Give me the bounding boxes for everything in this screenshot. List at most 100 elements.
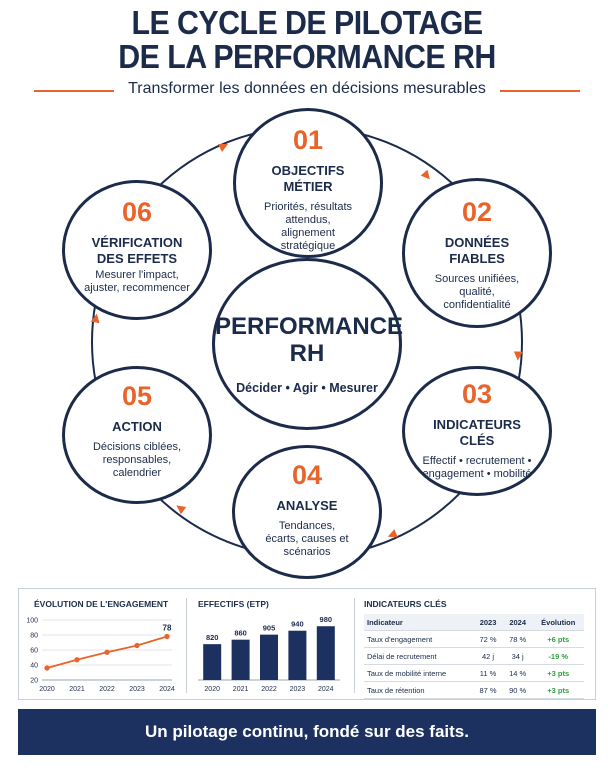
kpi-cell: Taux de rétention bbox=[364, 681, 474, 699]
divider-right bbox=[500, 90, 580, 92]
title-line-2: DE LA PERFORMANCE RH bbox=[118, 38, 496, 75]
bar bbox=[203, 644, 222, 680]
headcount-chart-title: EFFECTIFS (ETP) bbox=[198, 599, 269, 609]
data-point bbox=[74, 657, 80, 663]
data-point bbox=[134, 642, 140, 649]
center-title-line-1: PERFORMANCE bbox=[215, 313, 404, 340]
x-tick-label: 2024 bbox=[318, 686, 334, 693]
center-title: PERFORMANCE RH bbox=[215, 313, 404, 367]
kpi-cell: 87 % bbox=[473, 681, 503, 699]
step-05-number: 05 bbox=[121, 381, 153, 411]
x-tick-label: 2022 bbox=[99, 686, 115, 693]
kpi-cell: Délai de recrutement bbox=[364, 647, 474, 665]
divider-left bbox=[34, 90, 114, 92]
kpi-cell: 72 % bbox=[473, 630, 503, 648]
page-title: LE CYCLE DE PILOTAGE DE LA PERFORMANCE R… bbox=[25, 6, 590, 74]
kpi-header-evolution: Évolution bbox=[532, 614, 584, 631]
y-tick-label: 100 bbox=[26, 618, 38, 625]
step-01-title: OBJECTIFS MÉTIER bbox=[271, 163, 345, 194]
step-04-desc: Tendances, écarts, causes et scénarios bbox=[265, 520, 349, 558]
x-tick-label: 2020 bbox=[204, 686, 220, 693]
step-01-number: 01 bbox=[292, 125, 324, 155]
kpi-header-2023: 2023 bbox=[473, 614, 503, 631]
footer-banner: Un pilotage continu, fondé sur des faits… bbox=[18, 709, 596, 755]
step-03-number: 03 bbox=[461, 379, 493, 409]
step-04-number: 04 bbox=[291, 460, 323, 490]
step-01-desc: Priorités, résultats attendus, alignemen… bbox=[263, 201, 353, 252]
x-tick-label: 2024 bbox=[159, 686, 175, 693]
bar bbox=[260, 634, 278, 680]
kpi-evolution: +6 pts bbox=[532, 630, 584, 648]
step-05-title: ACTION bbox=[112, 419, 162, 434]
data-label: 78 bbox=[163, 624, 172, 633]
kpi-table-title: INDICATEURS CLÉS bbox=[364, 599, 447, 609]
kpi-cell: 14 % bbox=[502, 664, 533, 682]
bar bbox=[288, 630, 307, 680]
table-row: Taux de mobilité interne 11 % 14 % +3 pt… bbox=[364, 664, 584, 682]
step-02-desc: Sources unifiées, qualité, confidentiali… bbox=[434, 273, 520, 311]
kpi-cell: 78 % bbox=[502, 630, 533, 648]
x-tick-label: 2021 bbox=[69, 686, 85, 693]
kpi-cell: Taux de mobilité interne bbox=[364, 664, 474, 682]
kpi-cell: 90 % bbox=[502, 681, 533, 699]
table-row: Taux d'engagement 72 % 78 % +6 pts bbox=[364, 630, 584, 648]
subtitle: Transformer les données en décisions mes… bbox=[128, 80, 486, 97]
data-point bbox=[104, 649, 110, 655]
step-02-number: 02 bbox=[461, 197, 493, 227]
kpi-cell: 42 j bbox=[473, 647, 503, 665]
kpi-evolution: +3 pts bbox=[532, 664, 584, 682]
kpi-header-indicator: Indicateur bbox=[364, 614, 474, 631]
data-label: 820 bbox=[206, 633, 219, 642]
data-label: 905 bbox=[263, 624, 276, 633]
kpi-evolution: +3 pts bbox=[532, 681, 584, 699]
kpi-table-header: Indicateur 2023 2024 Évolution bbox=[364, 614, 584, 631]
step-03-desc: Effectif • recrutement • engagement • mo… bbox=[422, 455, 532, 480]
step-03-title: INDICATEURS CLÉS bbox=[433, 417, 521, 448]
kpi-cell: 11 % bbox=[473, 664, 503, 682]
data-label: 980 bbox=[320, 615, 333, 624]
data-point bbox=[164, 633, 170, 640]
step-06-number: 06 bbox=[121, 197, 153, 227]
table-row: Délai de recrutement 42 j 34 j -19 % bbox=[364, 647, 584, 665]
x-tick-label: 2021 bbox=[233, 686, 249, 693]
x-tick-label: 2022 bbox=[261, 686, 277, 693]
step-06-desc: Mesurer l'impact, ajuster, recommencer bbox=[84, 269, 190, 294]
x-tick-label: 2023 bbox=[290, 686, 306, 693]
step-06-circle: 06 VÉRIFICATION DES EFFETS Mesurer l'imp… bbox=[62, 180, 212, 320]
step-04-title: ANALYSE bbox=[276, 498, 338, 513]
kpi-cell: 34 j bbox=[502, 647, 533, 665]
kpi-header-2024: 2024 bbox=[502, 614, 533, 631]
x-tick-label: 2020 bbox=[39, 686, 55, 693]
step-05-desc: Décisions ciblées, responsables, calendr… bbox=[92, 441, 182, 479]
data-label: 860 bbox=[234, 629, 247, 638]
arrow-04-05 bbox=[176, 505, 187, 515]
x-tick-label: 2023 bbox=[129, 686, 145, 693]
arrow-03-04 bbox=[387, 529, 398, 538]
step-04-circle: 04 ANALYSE Tendances, écarts, causes et … bbox=[232, 445, 382, 579]
panel-divider-2 bbox=[354, 598, 355, 693]
title-line-1: LE CYCLE DE PILOTAGE bbox=[131, 4, 483, 41]
y-tick-label: 20 bbox=[30, 678, 38, 685]
data-label: 940 bbox=[291, 620, 304, 629]
panel-divider-1 bbox=[186, 598, 187, 693]
bar bbox=[231, 639, 250, 680]
step-05-circle: 05 ACTION Décisions ciblées, responsable… bbox=[62, 366, 212, 504]
kpi-table: Indicateur 2023 2024 Évolution Taux d'en… bbox=[364, 614, 584, 699]
y-tick-label: 80 bbox=[30, 633, 38, 640]
engagement-line-chart: 20 40 60 80 100 2020 2021 2022 2023 2024 78 bbox=[26, 618, 175, 694]
step-06-title: VÉRIFICATION DES EFFETS bbox=[91, 235, 183, 266]
engagement-chart-title: ÉVOLUTION DE L'ENGAGEMENT bbox=[34, 599, 169, 609]
center-subtitle: Décider • Agir • Mesurer bbox=[236, 381, 378, 395]
kpi-cell: Taux d'engagement bbox=[364, 630, 474, 648]
data-point bbox=[44, 665, 50, 671]
step-01-circle: 01 OBJECTIFS MÉTIER Priorités, résultats… bbox=[233, 108, 383, 258]
center-title-line-2: RH bbox=[289, 340, 325, 367]
bar bbox=[316, 626, 335, 680]
table-row: Taux de rétention 87 % 90 % +3 pts bbox=[364, 681, 584, 699]
step-03-circle: 03 INDICATEURS CLÉS Effectif • recruteme… bbox=[402, 366, 552, 496]
step-02-circle: 02 DONNÉES FIABLES Sources unifiées, qua… bbox=[402, 178, 552, 328]
headcount-bar-chart: 820 2020 860 2021 905 2022 940 2023 980 2024 bbox=[198, 615, 340, 693]
y-tick-label: 60 bbox=[30, 648, 38, 655]
y-tick-label: 40 bbox=[30, 663, 38, 670]
step-02-title: DONNÉES FIABLES bbox=[444, 235, 510, 266]
